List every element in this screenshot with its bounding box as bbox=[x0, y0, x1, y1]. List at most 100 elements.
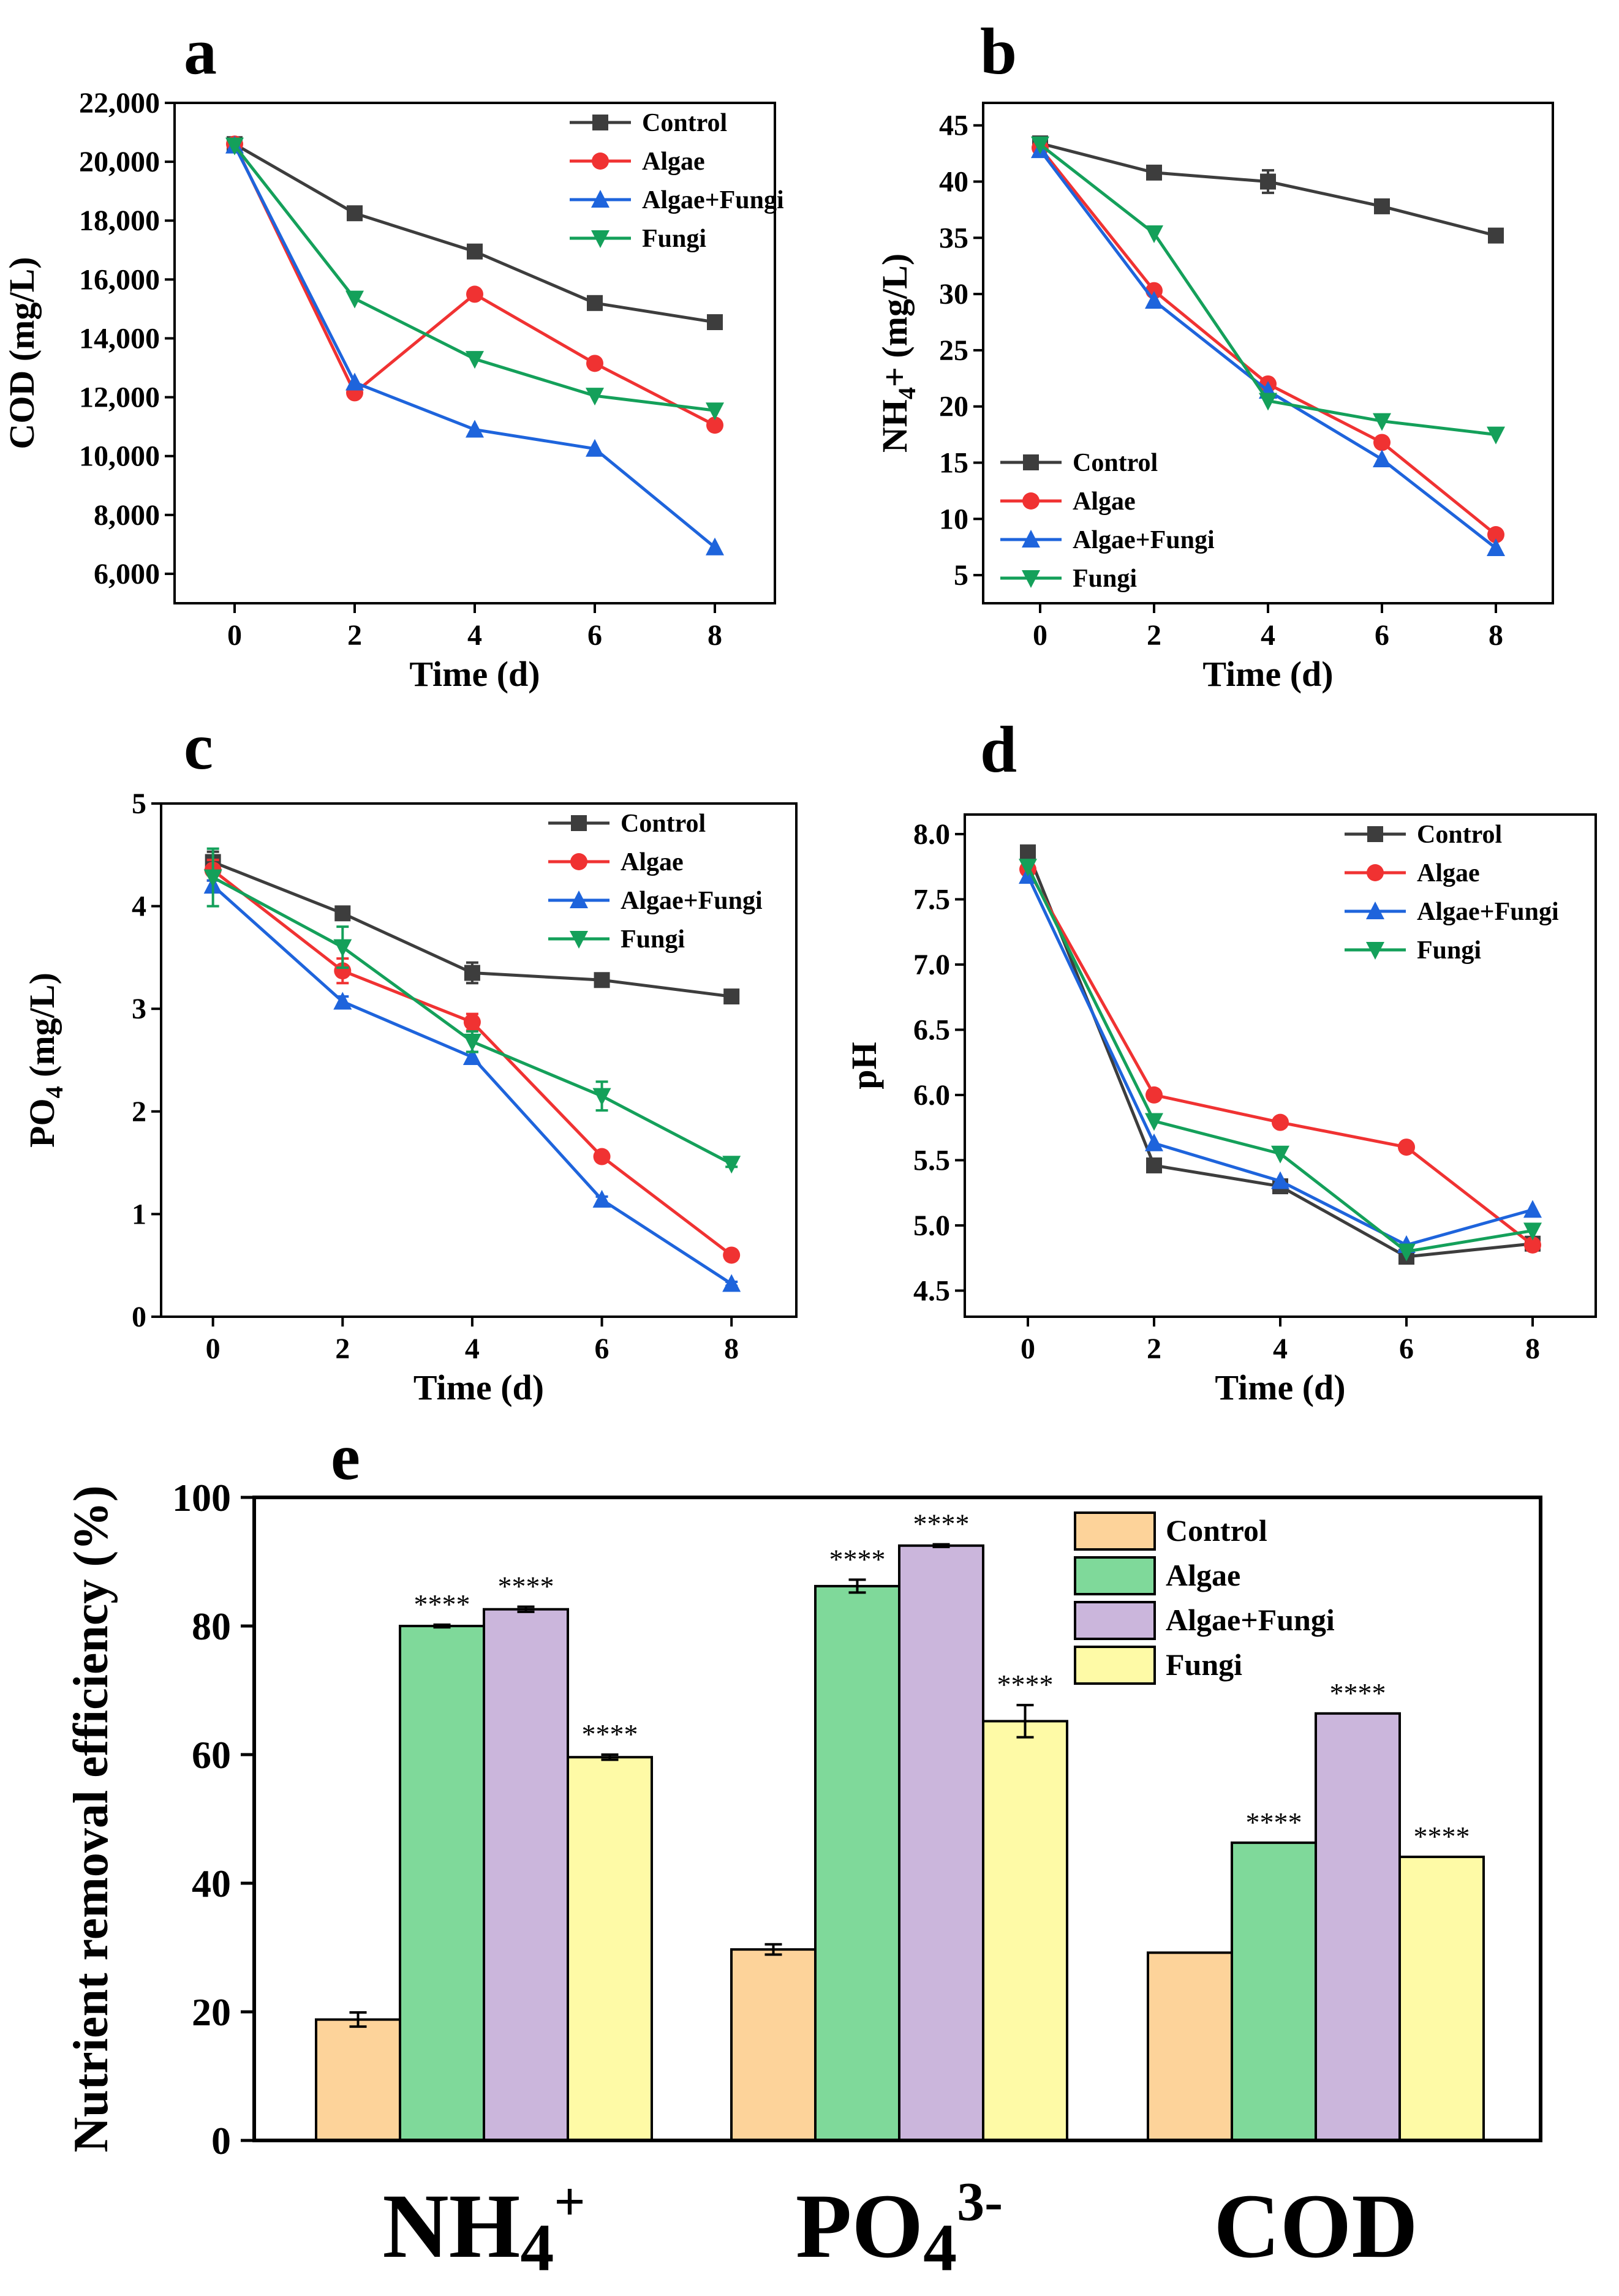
data-point bbox=[1031, 136, 1049, 154]
bar bbox=[315, 2018, 401, 2142]
category-sup: + bbox=[554, 2172, 585, 2232]
significance-label: **** bbox=[1246, 1807, 1302, 1838]
x-tick-label: 0 bbox=[206, 1333, 221, 1365]
data-point bbox=[707, 314, 723, 331]
category-sub: 4 bbox=[520, 2210, 554, 2285]
y-tick-label: 1 bbox=[132, 1198, 146, 1230]
bar-series-fungi: **** **** **** bbox=[567, 1669, 1485, 2142]
bar bbox=[1231, 1841, 1317, 2142]
significance-label: **** bbox=[582, 1718, 638, 1750]
x-tick-label: 6 bbox=[1399, 1333, 1414, 1365]
series-fungi bbox=[1019, 859, 1542, 1262]
data-point bbox=[462, 1033, 481, 1052]
y-tick-label: 15 bbox=[939, 447, 968, 480]
bar bbox=[898, 1544, 984, 2142]
legend: Control Algae Algae+Fungi Fungi bbox=[1074, 1511, 1335, 1685]
category-sub: 4 bbox=[923, 2210, 957, 2285]
data-point bbox=[466, 351, 484, 369]
y-tick-label: 5 bbox=[132, 788, 146, 820]
data-point bbox=[587, 295, 603, 311]
y-axis-title-tail: (mg/L) bbox=[22, 973, 62, 1086]
y-tick-label: 7.0 bbox=[913, 949, 950, 981]
data-point bbox=[1259, 393, 1277, 411]
y-tick-label: 7.5 bbox=[913, 883, 950, 916]
legend-label: Control bbox=[1073, 449, 1158, 477]
data-point bbox=[1145, 1133, 1163, 1151]
y-axis-title-tail: + (mg/L) bbox=[875, 254, 915, 387]
data-point bbox=[1020, 844, 1036, 860]
legend-swatch bbox=[1074, 1646, 1156, 1685]
x-tick-label: 0 bbox=[1021, 1333, 1035, 1365]
data-point bbox=[1145, 1086, 1163, 1104]
y-axis-title: NH4+ (mg/L) bbox=[875, 254, 921, 453]
bar-series-algae-fungi: **** **** **** bbox=[483, 1508, 1401, 2142]
panel-e: e 0 20 40 60 80 100 Nutrient removal efficiency… bbox=[64, 1421, 1542, 2285]
y-tick-label: 40 bbox=[192, 1862, 231, 1905]
legend-label: Algae bbox=[621, 848, 684, 876]
category-label: NH4+ bbox=[382, 2172, 585, 2285]
legend-marker bbox=[1366, 901, 1384, 919]
legend-marker bbox=[591, 230, 609, 248]
x-tick-label: 4 bbox=[465, 1333, 480, 1365]
y-tick-label: 18,000 bbox=[79, 205, 160, 237]
x-axis-title: Time (d) bbox=[409, 654, 540, 694]
legend-label: Fungi bbox=[642, 225, 706, 253]
series-algae bbox=[1032, 139, 1504, 544]
bar-series-control bbox=[315, 1943, 1233, 2142]
legend-label: Algae+Fungi bbox=[1417, 898, 1559, 926]
significance-label: **** bbox=[414, 1589, 470, 1620]
data-point bbox=[466, 285, 483, 303]
x-tick-label: 4 bbox=[1273, 1333, 1288, 1365]
significance-label: **** bbox=[1414, 1821, 1470, 1852]
legend-label: Fungi bbox=[1417, 936, 1481, 965]
data-point bbox=[1524, 1236, 1541, 1254]
panel-label: b bbox=[980, 15, 1017, 88]
legend-label: Control bbox=[642, 109, 727, 137]
y-tick-label: 60 bbox=[192, 1733, 231, 1777]
panel-a: a 0 2 4 6 8 6,000 8,000 10,000 12,000 14,000 16,000… bbox=[2, 15, 784, 694]
y-tick-label: 40 bbox=[939, 166, 968, 198]
data-point bbox=[586, 438, 604, 457]
bar bbox=[1315, 1712, 1401, 2142]
y-tick-label: 30 bbox=[939, 278, 968, 311]
legend-label: Algae bbox=[1073, 487, 1136, 516]
data-point bbox=[1487, 538, 1505, 557]
legend-label: Algae+Fungi bbox=[642, 186, 784, 214]
y-tick-label: 16,000 bbox=[79, 263, 160, 296]
x-axis-title: Time (d) bbox=[1202, 654, 1333, 694]
data-point bbox=[723, 988, 740, 1005]
category-main: NH bbox=[382, 2175, 520, 2277]
y-tick-label: 8,000 bbox=[94, 499, 160, 532]
y-axis-title: COD (mg/L) bbox=[2, 257, 42, 449]
y-tick-label: 0 bbox=[132, 1301, 146, 1333]
significance-label: **** bbox=[498, 1571, 554, 1602]
x-tick-label: 6 bbox=[1375, 619, 1389, 652]
legend-marker bbox=[570, 853, 587, 870]
data-point bbox=[1373, 434, 1391, 451]
y-tick-label: 6.0 bbox=[913, 1079, 950, 1112]
plot-frame bbox=[964, 813, 1597, 1318]
data-point bbox=[594, 972, 610, 988]
significance-label: **** bbox=[997, 1669, 1054, 1700]
legend-marker bbox=[592, 115, 608, 130]
data-point bbox=[1260, 173, 1276, 190]
data-point bbox=[1487, 526, 1504, 544]
data-point bbox=[1272, 1113, 1289, 1131]
panel-label: a bbox=[184, 15, 217, 88]
y-axis-title-sub: 4 bbox=[40, 1086, 68, 1098]
bar bbox=[567, 1756, 653, 2142]
legend-marker bbox=[1022, 570, 1040, 588]
legend-swatch bbox=[1074, 1601, 1156, 1640]
legend-label: Control bbox=[1417, 821, 1502, 849]
panel-label: c bbox=[184, 710, 213, 783]
legend-label: Algae+Fungi bbox=[1166, 1603, 1335, 1637]
y-tick-label: 8.0 bbox=[913, 818, 950, 851]
y-tick-label: 6,000 bbox=[94, 558, 160, 590]
data-point bbox=[723, 1246, 741, 1264]
data-point bbox=[1397, 1243, 1416, 1262]
data-point bbox=[1145, 225, 1163, 243]
legend-marker bbox=[591, 190, 609, 208]
y-axis-title-main: NH bbox=[875, 399, 915, 453]
data-point bbox=[1487, 426, 1505, 445]
